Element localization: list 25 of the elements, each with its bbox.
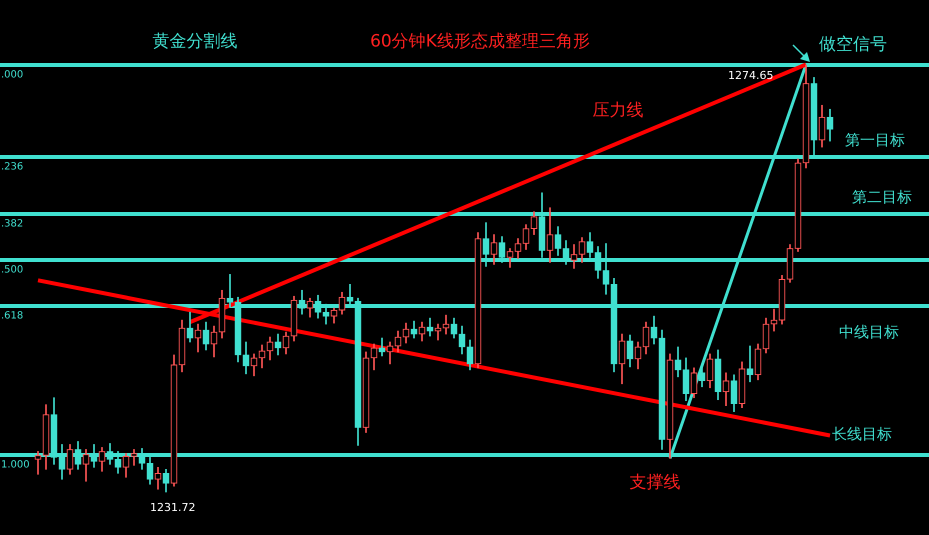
text: 1231.72	[150, 500, 196, 514]
text: .000	[1, 70, 24, 81]
text: 第一目标	[845, 130, 905, 149]
text: .500	[1, 264, 24, 276]
text: .382	[1, 218, 24, 230]
chart-title: 60分钟K线形态成整理三角形	[370, 31, 590, 52]
candlestick	[426, 318, 434, 336]
text: 中线目标	[839, 322, 899, 341]
candlestick	[442, 314, 450, 334]
annotation: 长线目标	[832, 424, 892, 443]
annotation: 1274.65	[728, 68, 774, 82]
candlestick	[434, 324, 442, 340]
text: .236	[1, 162, 24, 173]
candlestick	[130, 449, 138, 466]
candlestick	[746, 346, 754, 382]
text: 第二目标	[852, 188, 912, 206]
text: 黄金分割线	[152, 31, 238, 52]
text: .618	[1, 310, 24, 322]
candlestick	[378, 338, 386, 356]
candlestick	[770, 308, 778, 332]
annotation: 支撑线	[630, 472, 680, 492]
candlestick	[34, 451, 42, 475]
annotation: 压力线	[592, 100, 644, 120]
text: 做空信号	[819, 34, 887, 54]
text: 1.000	[1, 460, 30, 471]
